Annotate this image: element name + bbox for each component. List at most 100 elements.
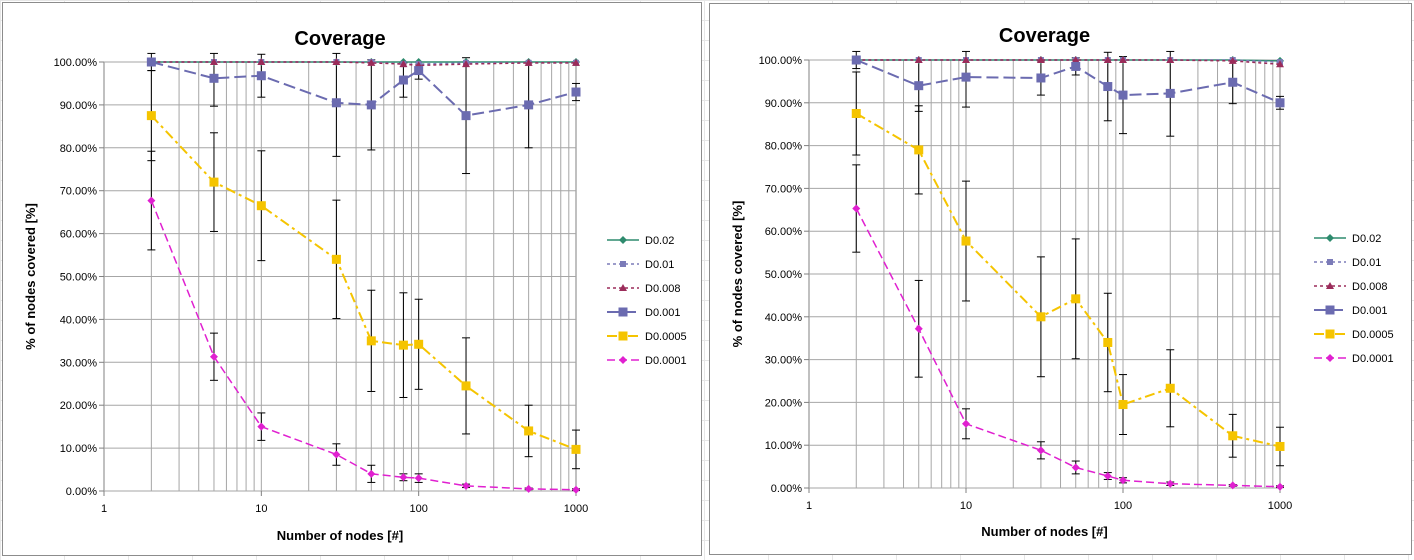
data-point	[1276, 60, 1284, 68]
data-point	[852, 204, 861, 213]
legend-swatch-marker	[619, 284, 627, 291]
data-point	[332, 58, 341, 65]
y-tick-label: 80.00%	[765, 141, 803, 153]
x-tick-label: 10	[960, 500, 972, 512]
data-point	[961, 72, 971, 82]
legend-swatch-marker	[618, 331, 628, 341]
data-point	[571, 444, 581, 454]
y-tick-label: 30.00%	[765, 355, 803, 367]
data-point	[1119, 56, 1127, 63]
legend-swatch-marker	[619, 236, 627, 244]
data-point	[398, 75, 408, 85]
data-point	[256, 201, 266, 211]
data-point	[331, 254, 341, 264]
x-tick-label: 1000	[1268, 500, 1292, 512]
chart-title: Coverage	[999, 25, 1090, 47]
data-point	[1119, 476, 1127, 485]
data-point	[524, 100, 534, 110]
x-axis-title: Number of nodes [#]	[277, 528, 403, 543]
data-point	[1103, 82, 1113, 92]
y-tick-label: 90.00%	[765, 98, 803, 110]
data-point	[1036, 446, 1045, 455]
y-tick-label: 40.00%	[765, 312, 803, 324]
legend-label: D0.01	[1352, 257, 1381, 269]
data-point	[1071, 463, 1080, 472]
data-point	[1275, 441, 1285, 451]
legend-swatch-marker	[1325, 305, 1335, 315]
y-tick-label: 70.00%	[60, 186, 98, 198]
data-point	[367, 469, 376, 478]
series-line	[151, 61, 577, 117]
data-point	[366, 336, 376, 346]
data-point	[1036, 73, 1046, 83]
legend-swatch-marker	[618, 307, 628, 317]
series-line	[151, 61, 576, 67]
y-tick-label: 50.00%	[60, 272, 98, 284]
x-tick-label: 1000	[564, 503, 588, 515]
series-line	[150, 114, 577, 451]
y-axis-title: % of nodes covered [%]	[730, 201, 745, 348]
legend-label: D0.0001	[1352, 353, 1394, 365]
data-point	[1118, 90, 1128, 100]
legend-label: D0.008	[1352, 281, 1387, 293]
data-point	[462, 481, 471, 490]
y-tick-label: 70.00%	[765, 183, 803, 195]
data-point	[1103, 337, 1113, 347]
legend-swatch-marker	[1326, 354, 1334, 362]
data-point	[209, 352, 218, 361]
series-D0.008	[852, 56, 1284, 68]
coverage-chart-right[interactable]: Coverage 0.00% 10.00% 20.00% 30.00% 40.00% 50.…	[709, 3, 1412, 555]
legend-label: D0.01	[645, 259, 674, 271]
chart-title: Coverage	[294, 28, 385, 50]
data-point	[1228, 431, 1238, 441]
data-point	[1118, 400, 1128, 410]
legend-label: D0.008	[645, 283, 680, 295]
data-point	[461, 381, 471, 391]
data-point	[1165, 383, 1175, 393]
y-tick-label: 60.00%	[60, 229, 98, 241]
y-tick-label: 30.00%	[60, 357, 98, 369]
data-point	[1276, 482, 1284, 491]
series-D0.001	[851, 55, 1285, 108]
data-point	[1275, 98, 1285, 108]
data-point	[524, 426, 534, 436]
legend-swatch-marker	[1327, 259, 1333, 265]
chart-svg: Coverage 0.00% 10.00% 20.00% 30.00% 40.00% 50.…	[23, 28, 687, 543]
legend-label: D0.0005	[645, 331, 687, 343]
y-tick-label: 50.00%	[765, 269, 803, 281]
data-point	[209, 58, 218, 65]
data-point	[256, 71, 266, 81]
data-point	[398, 340, 408, 350]
coverage-chart-left[interactable]: Coverage 0.00% 10.00% 20.00% 30.00% 40.00% 50.…	[2, 2, 702, 556]
series-D0.0005	[146, 111, 581, 454]
data-point	[851, 109, 861, 118]
data-point	[1071, 61, 1081, 71]
data-point	[851, 55, 861, 65]
x-tick-label: 100	[1114, 500, 1132, 512]
series-D0.001	[146, 57, 581, 121]
data-point	[962, 56, 970, 63]
y-tick-label: 80.00%	[60, 143, 98, 155]
y-tick-label: 100.00%	[759, 55, 803, 67]
y-tick-label: 0.00%	[66, 486, 97, 498]
series-line	[855, 208, 1281, 488]
x-axis-title: Number of nodes [#]	[981, 524, 1107, 539]
data-point	[1103, 472, 1112, 481]
data-point	[571, 87, 581, 97]
legend-swatch-marker	[1325, 329, 1335, 339]
data-point	[257, 422, 266, 431]
y-tick-label: 40.00%	[60, 314, 98, 326]
data-point	[524, 484, 533, 493]
data-point	[462, 60, 471, 68]
data-point	[146, 57, 156, 67]
series-D0.0005	[851, 109, 1285, 451]
series-line	[856, 59, 1281, 66]
x-tick-label: 1	[101, 503, 107, 515]
data-point	[331, 98, 341, 108]
data-point	[367, 58, 376, 66]
data-point	[1103, 56, 1112, 63]
legend-label: D0.02	[1352, 233, 1381, 245]
data-point	[414, 339, 424, 349]
legend-label: D0.0001	[645, 355, 687, 367]
series-line	[855, 112, 1281, 448]
